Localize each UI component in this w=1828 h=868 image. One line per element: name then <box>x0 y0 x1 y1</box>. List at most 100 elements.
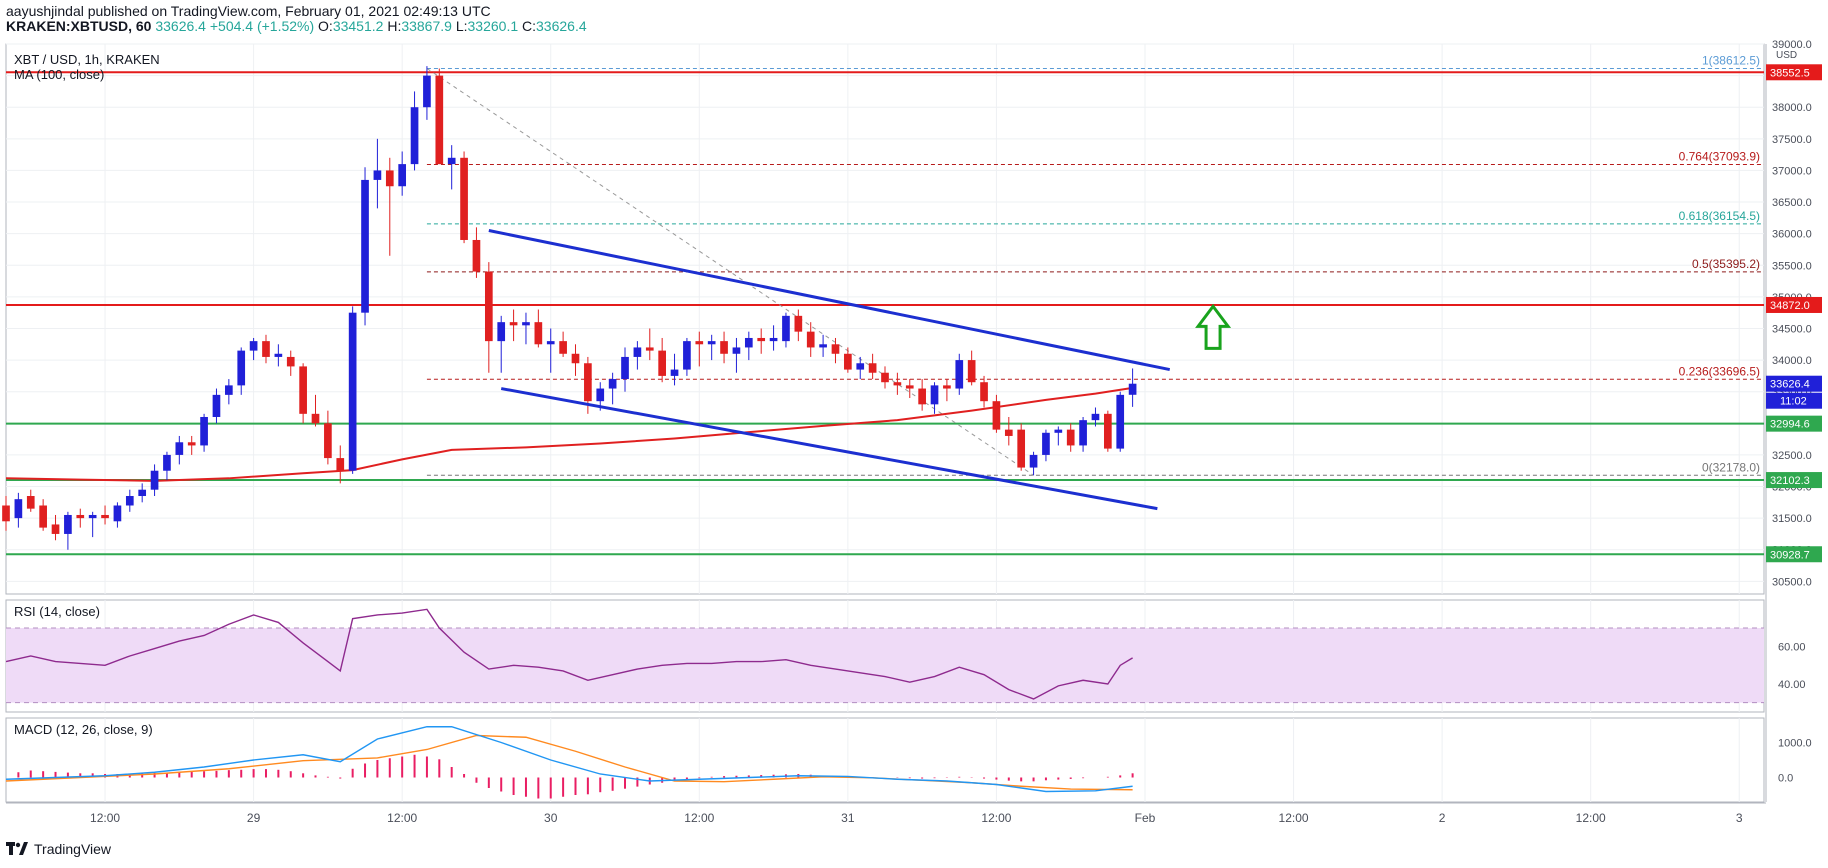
candle <box>769 325 778 351</box>
candle <box>794 309 803 342</box>
candle-body <box>39 505 47 528</box>
price-tick-label: 36500.0 <box>1772 197 1812 209</box>
time-tick-label: 12:00 <box>981 811 1011 825</box>
candle-body <box>1054 429 1063 433</box>
time-tick-label: 2 <box>1439 811 1446 825</box>
candle-body <box>51 524 60 534</box>
time-tick-label: 30 <box>544 811 558 825</box>
candle-body <box>373 170 382 180</box>
candle-body <box>385 170 394 187</box>
candle-body <box>1042 432 1050 455</box>
candle <box>967 350 976 386</box>
macd-line <box>5 726 1133 793</box>
candle <box>868 353 877 380</box>
candle-body <box>893 382 902 386</box>
candle <box>1091 407 1100 427</box>
candle <box>472 227 481 278</box>
fib-level-label: 0(32178.0) <box>1702 460 1760 474</box>
ohlc-line: KRAKEN:XBTUSD, 60 33626.4 +504.4 (+1.52%… <box>6 19 587 34</box>
candle <box>980 375 988 408</box>
candle-body <box>460 157 468 240</box>
countdown-bg <box>1766 392 1822 409</box>
candle-body <box>683 341 691 370</box>
candle <box>212 388 221 424</box>
candle <box>187 435 196 455</box>
candle <box>200 413 208 452</box>
candle <box>125 489 134 512</box>
price-change: +504.4 (+1.52%) <box>209 18 315 34</box>
price-tag-bg <box>1766 415 1822 432</box>
candle-body <box>559 341 567 354</box>
rsi-line <box>5 608 1133 700</box>
candle <box>76 508 85 528</box>
candle <box>782 312 790 348</box>
candle <box>88 511 97 538</box>
candle-body <box>175 442 184 455</box>
candle <box>324 410 332 465</box>
candle <box>1029 451 1038 476</box>
price-tick-label: 37000.0 <box>1772 165 1812 177</box>
price-tick-label: 31500.0 <box>1772 513 1812 525</box>
candle <box>423 66 431 120</box>
candle <box>150 464 159 497</box>
open-label: O: <box>318 18 333 34</box>
footer-brand[interactable]: TradingView <box>6 841 111 857</box>
time-tick-label: 3 <box>1736 811 1743 825</box>
high-label: H: <box>387 18 402 34</box>
macd-title: MACD (12, 26, close, 9) <box>14 722 153 737</box>
macd-pane <box>5 717 1765 803</box>
candle <box>460 151 468 244</box>
open-value: 33451.2 <box>332 18 384 34</box>
main-pane <box>5 43 1765 595</box>
candle <box>101 505 109 525</box>
candle-body <box>76 514 85 519</box>
candle-body <box>757 337 766 342</box>
candle-body <box>608 379 617 389</box>
tradingview-logo-icon <box>6 842 28 856</box>
price-tick-label: 38000.0 <box>1772 102 1812 114</box>
price-tag-bg <box>1766 472 1822 489</box>
candle-body <box>472 239 481 272</box>
candle-body <box>695 341 704 345</box>
candle <box>831 337 840 364</box>
candle <box>1042 429 1050 462</box>
candle-body <box>262 341 270 357</box>
candle-body <box>237 350 246 386</box>
candle <box>51 514 60 541</box>
candle-body <box>621 356 629 380</box>
candle <box>534 309 543 348</box>
countdown-label: 11:02 <box>1780 396 1807 408</box>
candle-body <box>1079 420 1087 446</box>
price-tick-label: 36000.0 <box>1772 229 1812 241</box>
candle-body <box>163 454 171 471</box>
channel-line <box>488 229 1171 372</box>
candle-body <box>670 369 679 376</box>
macd-histogram <box>17 754 1134 799</box>
candle <box>138 483 147 503</box>
candle-body <box>794 315 803 332</box>
candle-body <box>423 75 431 108</box>
candle <box>373 138 382 209</box>
symbol-label: KRAKEN:XBTUSD, 60 <box>6 18 152 34</box>
candles-group <box>2 66 1137 550</box>
publisher-line: aayushjindal published on TradingView.co… <box>6 3 491 19</box>
candle <box>819 334 827 357</box>
close-label: C: <box>522 18 537 34</box>
candle-body <box>26 496 35 509</box>
candle <box>744 331 753 361</box>
fib-trend-line <box>426 68 1034 476</box>
candle-body <box>311 413 320 424</box>
rsi-tick-label: 40.00 <box>1778 679 1806 691</box>
last-price: 33626.4 <box>155 18 206 34</box>
candle <box>1128 368 1137 407</box>
high-value: 33867.9 <box>401 18 452 34</box>
candle-body <box>918 388 926 405</box>
candle <box>720 331 728 364</box>
candle-body <box>658 350 666 376</box>
time-tick-label: 12:00 <box>684 811 714 825</box>
price-tag-label: 32102.3 <box>1770 475 1810 487</box>
candle-body <box>225 385 233 395</box>
candle-body <box>744 337 753 348</box>
macd-tick-label: 1000.0 <box>1778 738 1812 750</box>
